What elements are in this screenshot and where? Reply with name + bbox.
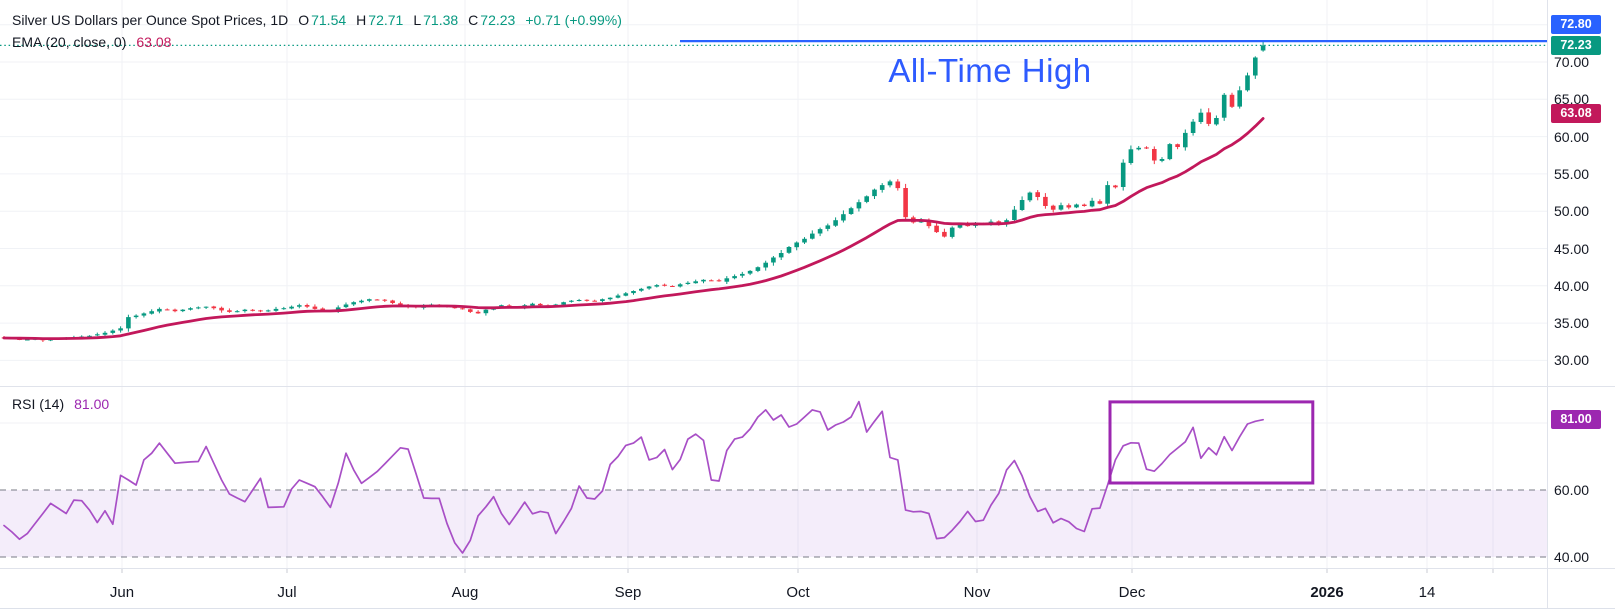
price-tick-label: 40.00 xyxy=(1554,277,1590,294)
ohlc-high-label: H xyxy=(356,12,367,28)
ema-line xyxy=(2,117,1265,341)
rsi-band xyxy=(0,490,1547,557)
ema-legend: EMA (20, close, 0) 63.08 xyxy=(12,34,171,50)
ohlc-change: +0.71 (+0.99%) xyxy=(525,12,622,28)
rsi-tick-label: 60.00 xyxy=(1554,482,1590,498)
ohlc-low-value: 71.38 xyxy=(423,12,459,28)
rsi-value: 81.00 xyxy=(74,396,110,412)
price-badge-last: 72.23 xyxy=(1551,35,1601,55)
ohlc-open-label: O xyxy=(298,12,310,28)
time-axis[interactable]: Jun Jul Aug Sep Oct Nov Dec 2026 14 xyxy=(0,569,1615,611)
ohlc-close-value: 72.23 xyxy=(480,12,516,28)
time-tick-label: Aug xyxy=(451,584,479,601)
time-tick-label: 14 xyxy=(1418,584,1436,601)
price-tick-label: 50.00 xyxy=(1554,203,1590,220)
ema-value: 63.08 xyxy=(136,34,172,50)
rsi-legend: RSI (14) 81.00 xyxy=(12,396,109,412)
rsi-label: RSI (14) xyxy=(12,396,65,412)
rsi-highlight-box[interactable] xyxy=(1108,400,1315,485)
ohlc-low: L 71.38 xyxy=(413,12,458,28)
time-tick-label: Oct xyxy=(786,584,810,601)
time-tick-label: Jul xyxy=(277,584,297,601)
time-tick-label: 2026 xyxy=(1310,584,1344,601)
time-tick-label: Sep xyxy=(614,584,642,601)
price-badge-ath: 72.80 xyxy=(1551,14,1601,34)
ohlc-open: O 71.54 xyxy=(298,12,346,28)
symbol-title: Silver US Dollars per Ounce Spot Prices,… xyxy=(12,12,289,28)
price-tick-label: 30.00 xyxy=(1554,352,1590,369)
price-tick-label: 70.00 xyxy=(1554,54,1590,70)
ohlc-open-value: 71.54 xyxy=(311,12,347,28)
ohlc-low-label: L xyxy=(413,12,422,28)
time-tick-label: Nov xyxy=(963,584,991,601)
price-tick-label: 35.00 xyxy=(1554,315,1590,332)
ohlc-close: C 72.23 xyxy=(468,12,515,28)
symbol-legend: Silver US Dollars per Ounce Spot Prices,… xyxy=(12,12,622,28)
price-tick-label: 45.00 xyxy=(1554,240,1590,257)
rsi-line xyxy=(3,400,1264,554)
price-badge-ema: 63.08 xyxy=(1551,104,1601,124)
time-tick-label: Dec xyxy=(1118,584,1146,601)
rsi-badge: 81.00 xyxy=(1551,410,1601,430)
all-time-high-annotation[interactable]: All-Time High xyxy=(888,52,1092,89)
rsi-tick-label: 40.00 xyxy=(1554,549,1590,565)
ohlc-high: H 72.71 xyxy=(356,12,403,28)
price-axis[interactable]: 70.00 65.00 60.00 55.00 50.00 45.00 40.00 35.00… xyxy=(1547,0,1615,611)
ohlc-close-label: C xyxy=(468,12,479,28)
price-tick-label: 65.00 xyxy=(1554,91,1590,108)
price-tick-label: 60.00 xyxy=(1554,128,1590,145)
ema-label: EMA (20, close, 0) xyxy=(12,34,127,50)
price-tick-label: 55.00 xyxy=(1554,165,1590,182)
ohlc-high-value: 72.71 xyxy=(368,12,404,28)
time-tick-label: Jun xyxy=(109,584,135,601)
